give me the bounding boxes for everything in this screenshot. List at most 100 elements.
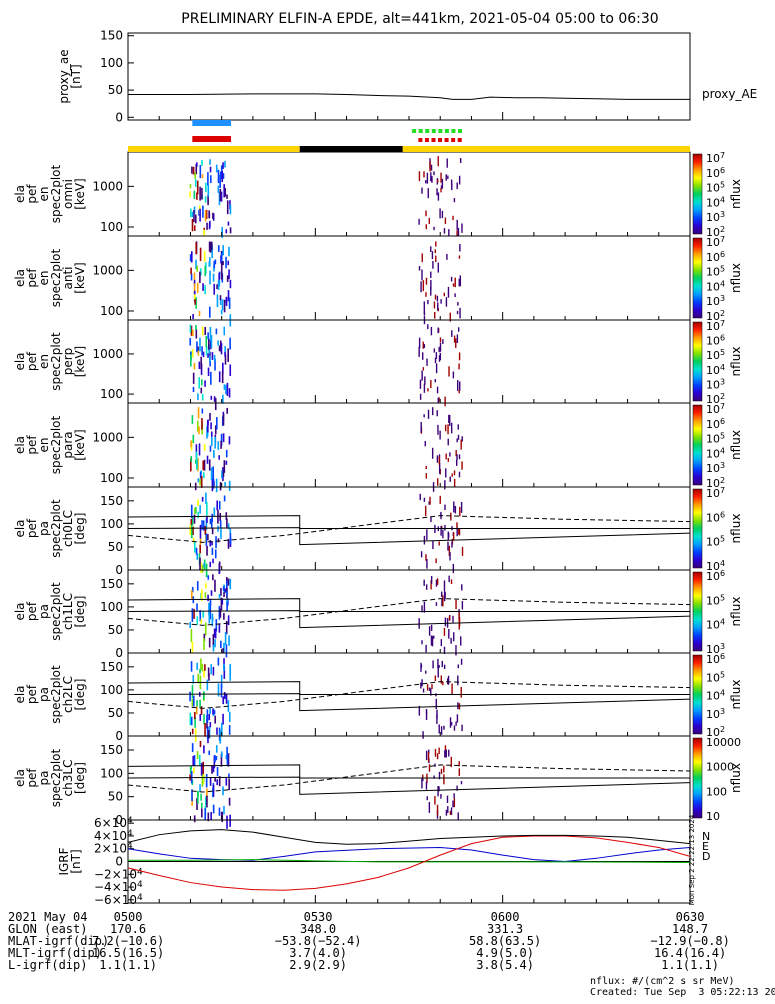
flux-pixel [204,525,207,535]
flux-pixel [194,299,196,305]
flux-pixel [228,246,230,257]
flux-pixel [448,366,450,377]
flux-pixel [423,301,425,306]
flux-pixel [434,379,436,383]
flux-pixel [190,267,192,275]
flux-pixel [423,305,426,314]
flux-pixel [453,335,456,343]
footer-value: 2.9(2.9) [289,958,347,972]
flux-pixel [208,241,211,252]
flux-pixel [425,277,428,285]
ytick-label: 100 [100,683,123,697]
flux-pixel [421,640,423,645]
flux-pixel [214,639,216,648]
colorbar-tick: 106 [706,334,725,348]
ylabel-anti: pef [25,268,39,288]
flux-pixel [207,594,209,602]
ylabel-ch3: pa [37,771,51,786]
igrf-legend-N: N [702,830,710,843]
ylabel-para: en [37,438,51,453]
indicator-dot-green [458,129,463,133]
flux-pixel [453,793,455,799]
flux-pixel [218,455,221,460]
footer-value: −53.8(−52.4) [274,934,362,948]
flux-pixel [220,683,223,698]
colorbar-tick: 105 [706,265,725,279]
footer-value: 16.5(16.5) [92,946,165,960]
flux-pixel [214,358,216,371]
flux-pixel [433,775,435,779]
flux-pixel [455,645,457,656]
indicator-dot-red2 [444,138,449,142]
ytick-label: 50 [108,540,123,554]
flux-pixel [198,377,201,389]
flux-pixel [443,580,446,591]
flux-pixel [190,354,192,367]
colorbar-tick: 103 [706,642,725,656]
flux-pixel [210,590,213,596]
flux-pixel [209,355,211,363]
flux-pixel [435,255,437,263]
flux-pixel [214,628,217,639]
flux-pixel [450,512,452,521]
flux-pixel [191,684,194,699]
flux-pixel [449,476,451,482]
ytick-label: 0 [115,729,123,743]
ylabel-ch0: pa [37,521,51,536]
flux-pixel [219,171,222,180]
flux-units-note: nflux: #/(cm^2 s sr MeV) [590,976,735,987]
flux-pixel [199,165,202,179]
flux-pixel [196,581,199,591]
flux-pixel [209,166,212,173]
ylabel-igrf: IGRF [57,847,71,875]
flux-pixel [449,552,451,561]
region-strip-2 [402,146,690,152]
flux-pixel [443,765,445,773]
indicator-dot-green [451,129,456,133]
footer-value: 0630 [675,910,705,924]
flux-pixel [208,306,211,318]
flux-pixel [216,500,219,511]
ylabel-ch1: pef [25,601,39,621]
colorbar-tick: 10 [706,810,720,823]
flux-pixel [201,496,204,502]
flux-pixel [433,171,435,176]
flux-pixel [212,273,215,282]
ytick-label: 1000 [92,263,123,277]
flux-pixel [427,188,429,199]
flux-pixel [437,192,440,201]
flux-pixel [438,346,440,353]
flux-pixel [452,615,454,623]
flux-pixel [195,242,198,255]
flux-pixel [206,795,208,808]
flux-pixel [458,390,460,394]
flux-pixel [447,532,450,538]
flux-pixel [216,767,219,777]
colorbar-tick: 102 [706,392,725,406]
flux-pixel [220,191,223,202]
ylabel-perp: pef [25,351,39,371]
flux-pixel [196,180,199,195]
flux-pixel [443,774,445,785]
ylabel-ch3: ela [13,769,27,787]
flux-pixel [445,749,447,758]
flux-pixel [425,554,427,561]
flux-pixel [220,165,223,176]
flux-pixel [201,326,204,336]
flux-pixel [203,669,205,678]
ytick-label: 100 [100,56,123,70]
flux-pixel [189,525,192,536]
flux-pixel [222,260,224,266]
colorbar-label: nflux [729,597,743,627]
flux-pixel [195,444,198,458]
flux-pixel [425,465,427,470]
flux-pixel [204,664,206,671]
flux-pixel [193,210,195,223]
flux-pixel [210,518,213,529]
flux-pixel [209,445,212,452]
flux-pixel [460,781,463,785]
colorbar-tick: 106 [706,417,725,431]
indicator-dot-red2 [438,138,443,142]
flux-pixel [449,717,452,728]
